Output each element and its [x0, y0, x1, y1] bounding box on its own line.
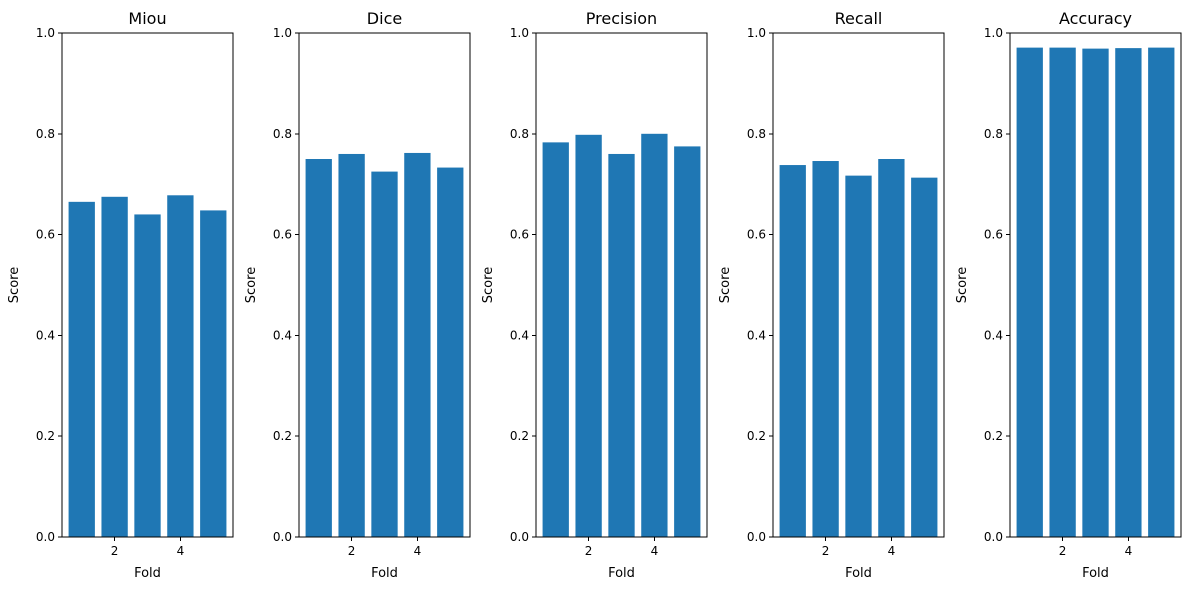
bar [845, 175, 872, 537]
subplot-1: 0.0 0.2 0.4 0.6 0.8 1.0 2 4 Dice Fold Score [244, 9, 471, 581]
y-axis-label: Score [718, 267, 733, 303]
axes-frame [298, 32, 471, 538]
y-axis-label: Score [481, 267, 496, 303]
bar [200, 210, 227, 537]
bar [68, 201, 95, 537]
x-tick-label: 4 [177, 544, 185, 558]
bar [404, 152, 431, 537]
bar [437, 167, 464, 537]
bar [1016, 47, 1043, 538]
bar [338, 153, 365, 537]
y-tick-label: 0.4 [273, 328, 292, 342]
x-tick-label: 4 [651, 544, 659, 558]
y-tick-label: 0.0 [984, 530, 1003, 544]
y-tick-label: 0.2 [36, 429, 55, 443]
subplot-2: 0.0 0.2 0.4 0.6 0.8 1.0 2 4 Precision Fold Score [481, 9, 708, 581]
x-tick-label: 4 [888, 544, 896, 558]
x-tick-label: 2 [348, 544, 356, 558]
subplot-title: Miou [128, 9, 166, 28]
x-tick-label: 4 [414, 544, 422, 558]
y-tick-label: 0.4 [747, 328, 766, 342]
axes-frame [772, 32, 945, 538]
subplot-title: Accuracy [1059, 9, 1132, 28]
y-axis-label: Score [7, 267, 22, 303]
bar [911, 177, 938, 537]
x-axis-label: Fold [134, 566, 161, 581]
x-axis-label: Fold [371, 566, 398, 581]
x-axis-label: Fold [1082, 566, 1109, 581]
y-tick-label: 1.0 [747, 26, 766, 40]
bar [674, 146, 701, 537]
x-axis-label: Fold [608, 566, 635, 581]
y-tick-label: 0.8 [984, 127, 1003, 141]
y-tick-label: 0.0 [36, 530, 55, 544]
y-tick-label: 0.6 [984, 228, 1003, 242]
y-tick-label: 0.0 [747, 530, 766, 544]
bar [101, 196, 128, 538]
subplot-title: Dice [367, 9, 402, 28]
y-tick-label: 0.6 [273, 228, 292, 242]
y-tick-label: 0.4 [510, 328, 529, 342]
bar [1082, 48, 1109, 538]
subplot-title: Precision [586, 9, 657, 28]
y-tick-label: 0.2 [747, 429, 766, 443]
y-tick-label: 0.8 [747, 127, 766, 141]
subplot-3: 0.0 0.2 0.4 0.6 0.8 1.0 2 4 Recall Fold Score [718, 9, 945, 581]
y-tick-label: 0.6 [36, 228, 55, 242]
y-tick-label: 0.2 [510, 429, 529, 443]
axes-frame [535, 32, 708, 538]
bar [779, 165, 806, 538]
x-tick-label: 4 [1125, 544, 1133, 558]
y-tick-label: 0.6 [747, 228, 766, 242]
subplot-title: Recall [835, 9, 883, 28]
y-tick-label: 0.4 [36, 328, 55, 342]
bar [371, 171, 398, 537]
bar [608, 153, 635, 537]
bar [575, 134, 602, 537]
x-tick-label: 2 [1059, 544, 1067, 558]
x-tick-label: 2 [822, 544, 830, 558]
bar [1115, 48, 1142, 538]
subplot-4: 0.0 0.2 0.4 0.6 0.8 1.0 2 4 Accuracy Fold Score [955, 9, 1182, 581]
subplot-0: 0.0 0.2 0.4 0.6 0.8 1.0 2 4 Miou Fold Score [7, 9, 234, 581]
bar [1049, 47, 1076, 538]
y-tick-label: 1.0 [510, 26, 529, 40]
bar [305, 159, 332, 537]
bar [878, 159, 905, 537]
y-tick-label: 0.8 [36, 127, 55, 141]
y-axis-label: Score [955, 267, 970, 303]
bar [812, 161, 839, 537]
x-axis-label: Fold [845, 566, 872, 581]
y-tick-label: 0.6 [510, 228, 529, 242]
y-axis-label: Score [244, 267, 259, 303]
bar [641, 133, 668, 538]
y-tick-label: 0.8 [510, 127, 529, 141]
bar [1148, 47, 1175, 538]
x-tick-label: 2 [585, 544, 593, 558]
y-tick-label: 1.0 [36, 26, 55, 40]
y-tick-label: 1.0 [984, 26, 1003, 40]
y-tick-label: 0.0 [510, 530, 529, 544]
bar [167, 195, 194, 538]
y-tick-label: 0.0 [273, 530, 292, 544]
x-tick-label: 2 [111, 544, 119, 558]
y-tick-label: 0.2 [273, 429, 292, 443]
y-tick-label: 0.4 [984, 328, 1003, 342]
bar [542, 142, 569, 537]
y-tick-label: 0.2 [984, 429, 1003, 443]
bar [134, 214, 161, 537]
y-tick-label: 1.0 [273, 26, 292, 40]
axes-frame [61, 32, 234, 538]
y-tick-label: 0.8 [273, 127, 292, 141]
axes-frame [1009, 32, 1182, 538]
